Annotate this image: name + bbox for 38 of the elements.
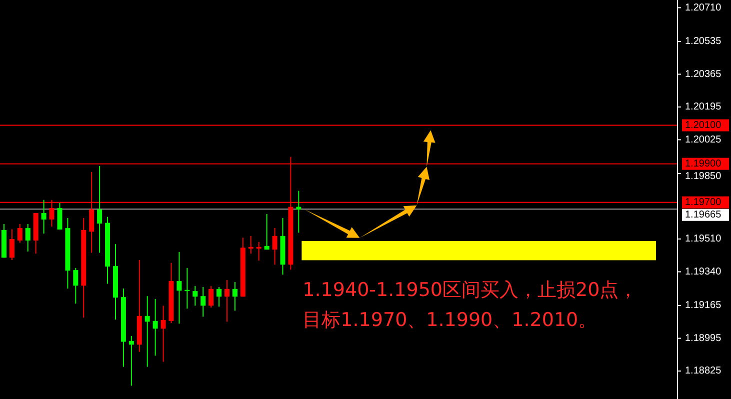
y-tick-label: 1.19165	[685, 300, 722, 312]
candlestick	[9, 228, 14, 261]
candlestick	[17, 223, 22, 244]
candlestick	[232, 282, 238, 312]
y-tick-label: 1.19850	[685, 170, 722, 182]
ref-line-label: 1.19900	[685, 158, 722, 170]
candlestick	[160, 305, 166, 362]
candlestick	[296, 190, 302, 234]
annotation: 1.1940-1.1950区间买入，止损20点，	[302, 279, 638, 301]
candlestick	[272, 228, 278, 266]
candlestick	[192, 286, 198, 306]
ref-line-label: 1.19665	[685, 210, 722, 221]
y-tick-label: 1.20365	[685, 68, 722, 80]
y-tick-label: 1.19340	[685, 266, 722, 278]
y-tick-label: 1.20195	[685, 102, 722, 113]
y-tick-label: 1.20535	[685, 36, 722, 48]
y-tick-label: 1.20710	[685, 2, 722, 14]
candlestick	[41, 199, 46, 234]
y-tick-label: 1.20025	[685, 134, 722, 146]
candlestick	[152, 298, 158, 356]
annotation: 目标1.1970、1.1990、1.2010。	[302, 309, 598, 331]
ref-line-label: 1.20100	[685, 120, 722, 131]
candlestick	[144, 296, 150, 368]
candlestick	[97, 165, 102, 254]
candlestick	[224, 280, 230, 322]
y-tick-label: 1.18825	[685, 366, 722, 377]
candlestick	[128, 335, 134, 386]
candlestick	[200, 286, 206, 318]
candlestick	[57, 202, 62, 230]
ref-line-label: 1.19700	[685, 197, 722, 208]
y-tick-label: 1.18995	[685, 332, 722, 344]
candlestick	[208, 286, 214, 308]
candlestick	[264, 213, 270, 250]
y-tick-label: 1.19510	[685, 234, 722, 245]
candlestick	[216, 286, 222, 308]
candlestick	[25, 223, 30, 252]
candlestick	[73, 267, 78, 304]
candlestick	[176, 251, 182, 324]
